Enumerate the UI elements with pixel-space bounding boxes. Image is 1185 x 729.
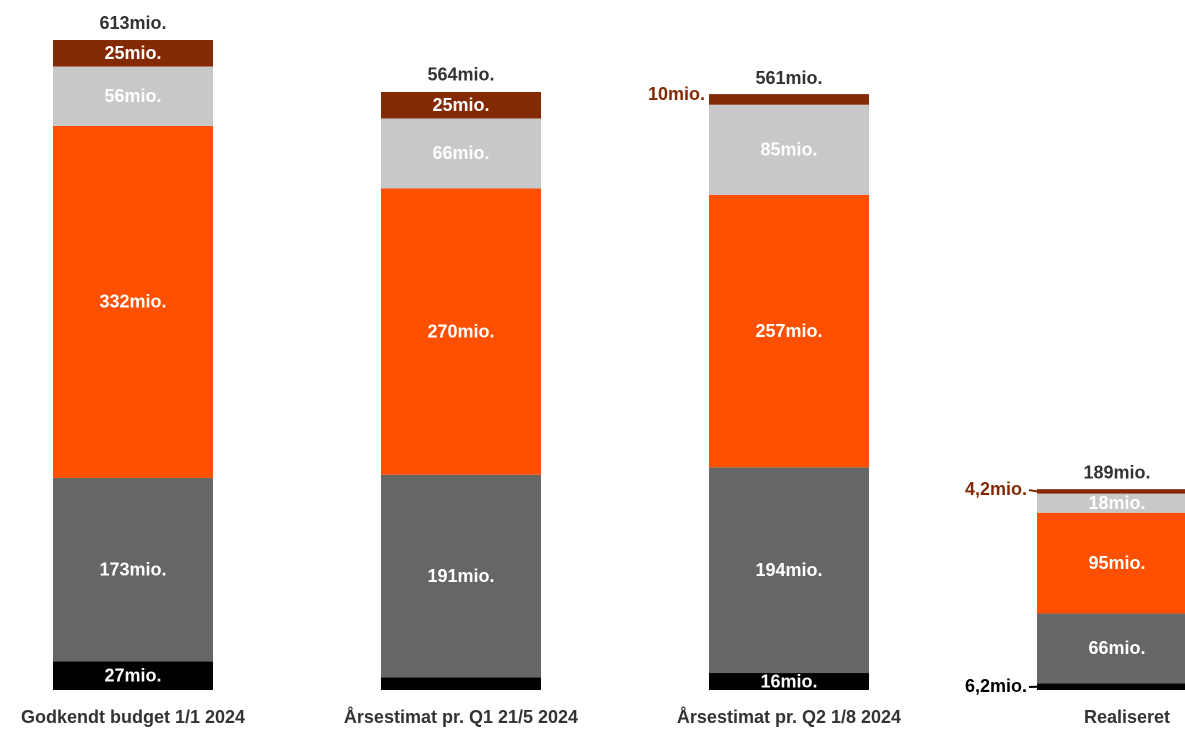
- bar-segment: [381, 677, 541, 690]
- data-label: 85mio.: [760, 140, 817, 160]
- bar-segment: [1037, 489, 1185, 494]
- bar-segment: [53, 477, 213, 662]
- data-label: 25mio.: [432, 95, 489, 115]
- x-tick-label: Årsestimat pr. Q2 1/8 2024: [677, 707, 901, 727]
- data-label: 56mio.: [104, 86, 161, 106]
- bar-segment: [1037, 512, 1185, 614]
- bar-segment: [53, 40, 213, 67]
- leader-line: [1028, 489, 1038, 493]
- bar-segment: [1037, 493, 1185, 513]
- bar-segment: [1037, 613, 1185, 684]
- data-label: 10mio.: [648, 84, 705, 104]
- bar-segment: [1037, 683, 1185, 690]
- total-label: 561mio.: [755, 68, 822, 88]
- data-label: 270mio.: [427, 321, 494, 341]
- x-tick-label: Årsestimat pr. Q1 21/5 2024: [344, 707, 578, 727]
- bar-segment: [53, 661, 213, 690]
- bar-segment: [381, 91, 541, 119]
- bar-segment: [709, 94, 869, 105]
- data-label: 66mio.: [432, 143, 489, 163]
- bar-segment: [381, 188, 541, 475]
- data-label: 27mio.: [104, 665, 161, 685]
- bar-segment: [381, 474, 541, 678]
- data-label: 257mio.: [755, 321, 822, 341]
- bar-segment: [709, 194, 869, 468]
- data-label: 66mio.: [1088, 638, 1145, 658]
- data-label: 332mio.: [99, 292, 166, 312]
- bar-segment: [709, 104, 869, 195]
- data-label: 4,2mio.: [965, 479, 1027, 499]
- x-tick-label: Godkendt budget 1/1 2024: [21, 707, 245, 727]
- bar-segment: [381, 118, 541, 189]
- bar-segment: [709, 673, 869, 690]
- bar-segment: [53, 125, 213, 478]
- data-label: 95mio.: [1088, 553, 1145, 573]
- data-label: 18mio.: [1088, 493, 1145, 513]
- data-label: 25mio.: [104, 43, 161, 63]
- data-label: 173mio.: [99, 559, 166, 579]
- bar-segment: [709, 467, 869, 674]
- total-label: 189mio.: [1083, 462, 1150, 482]
- total-label: 564mio.: [427, 65, 494, 85]
- x-tick-label: Realiseret: [1084, 707, 1170, 727]
- data-label: 16mio.: [760, 671, 817, 691]
- total-label: 613mio.: [99, 13, 166, 33]
- data-label: 6,2mio.: [965, 676, 1027, 696]
- bar-segment: [53, 66, 213, 126]
- data-label: 191mio.: [427, 566, 494, 586]
- data-label: 194mio.: [755, 560, 822, 580]
